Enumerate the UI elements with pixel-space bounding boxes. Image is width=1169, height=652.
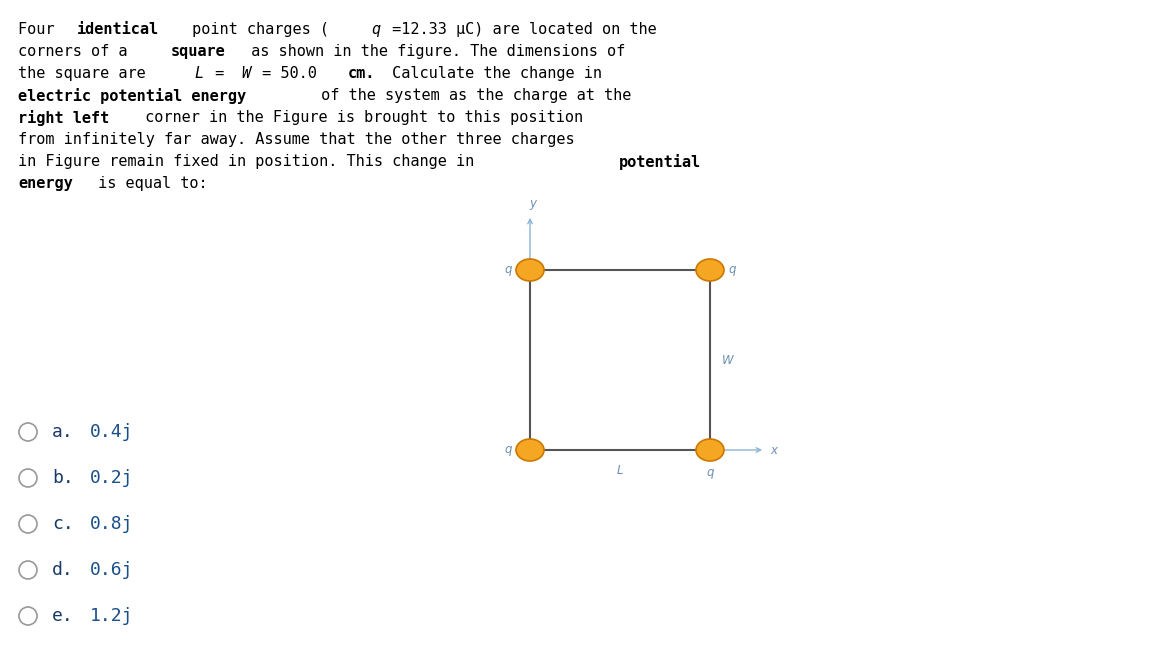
Text: in Figure remain fixed in position. This change in: in Figure remain fixed in position. This… xyxy=(18,154,483,169)
Text: cm.: cm. xyxy=(347,66,375,81)
Text: b.: b. xyxy=(51,469,74,487)
Ellipse shape xyxy=(516,439,544,461)
Text: e.: e. xyxy=(51,607,74,625)
Text: electric potential energy: electric potential energy xyxy=(18,88,247,104)
Ellipse shape xyxy=(516,259,544,281)
Text: Four: Four xyxy=(18,22,63,37)
Text: point charges (: point charges ( xyxy=(182,22,328,37)
Text: q: q xyxy=(505,263,512,276)
Text: of the system as the charge at the: of the system as the charge at the xyxy=(312,88,631,103)
Text: 0.4j: 0.4j xyxy=(90,423,133,441)
Text: W: W xyxy=(722,353,734,366)
Text: L: L xyxy=(194,66,203,81)
Text: x: x xyxy=(770,445,777,458)
Text: L: L xyxy=(617,464,623,477)
Text: is equal to:: is equal to: xyxy=(89,176,207,191)
Ellipse shape xyxy=(696,439,724,461)
Text: c.: c. xyxy=(51,515,74,533)
Text: from infinitely far away. Assume that the other three charges: from infinitely far away. Assume that th… xyxy=(18,132,575,147)
Text: W: W xyxy=(242,66,251,81)
Text: Calculate the change in: Calculate the change in xyxy=(383,66,602,81)
Text: corners of a: corners of a xyxy=(18,44,137,59)
Text: as shown in the figure. The dimensions of: as shown in the figure. The dimensions o… xyxy=(242,44,625,59)
Text: a.: a. xyxy=(51,423,74,441)
Text: square: square xyxy=(171,44,226,59)
Text: y: y xyxy=(530,197,537,210)
Text: corner in the Figure is brought to this position: corner in the Figure is brought to this … xyxy=(136,110,583,125)
Text: = 50.0: = 50.0 xyxy=(254,66,326,81)
Text: 0.8j: 0.8j xyxy=(90,515,133,533)
Text: q: q xyxy=(372,22,380,37)
Text: q: q xyxy=(728,263,735,276)
Text: d.: d. xyxy=(51,561,74,579)
Text: right left: right left xyxy=(18,110,109,126)
Ellipse shape xyxy=(696,259,724,281)
Text: the square are: the square are xyxy=(18,66,154,81)
Text: potential: potential xyxy=(618,154,700,170)
Text: 0.2j: 0.2j xyxy=(90,469,133,487)
Text: =: = xyxy=(207,66,234,81)
Text: 0.6j: 0.6j xyxy=(90,561,133,579)
Text: energy: energy xyxy=(18,176,72,191)
Text: q: q xyxy=(505,443,512,456)
Text: q: q xyxy=(706,466,714,479)
Text: 1.2j: 1.2j xyxy=(90,607,133,625)
Text: =12.33 μC) are located on the: =12.33 μC) are located on the xyxy=(383,22,657,37)
Text: identical: identical xyxy=(77,22,159,37)
